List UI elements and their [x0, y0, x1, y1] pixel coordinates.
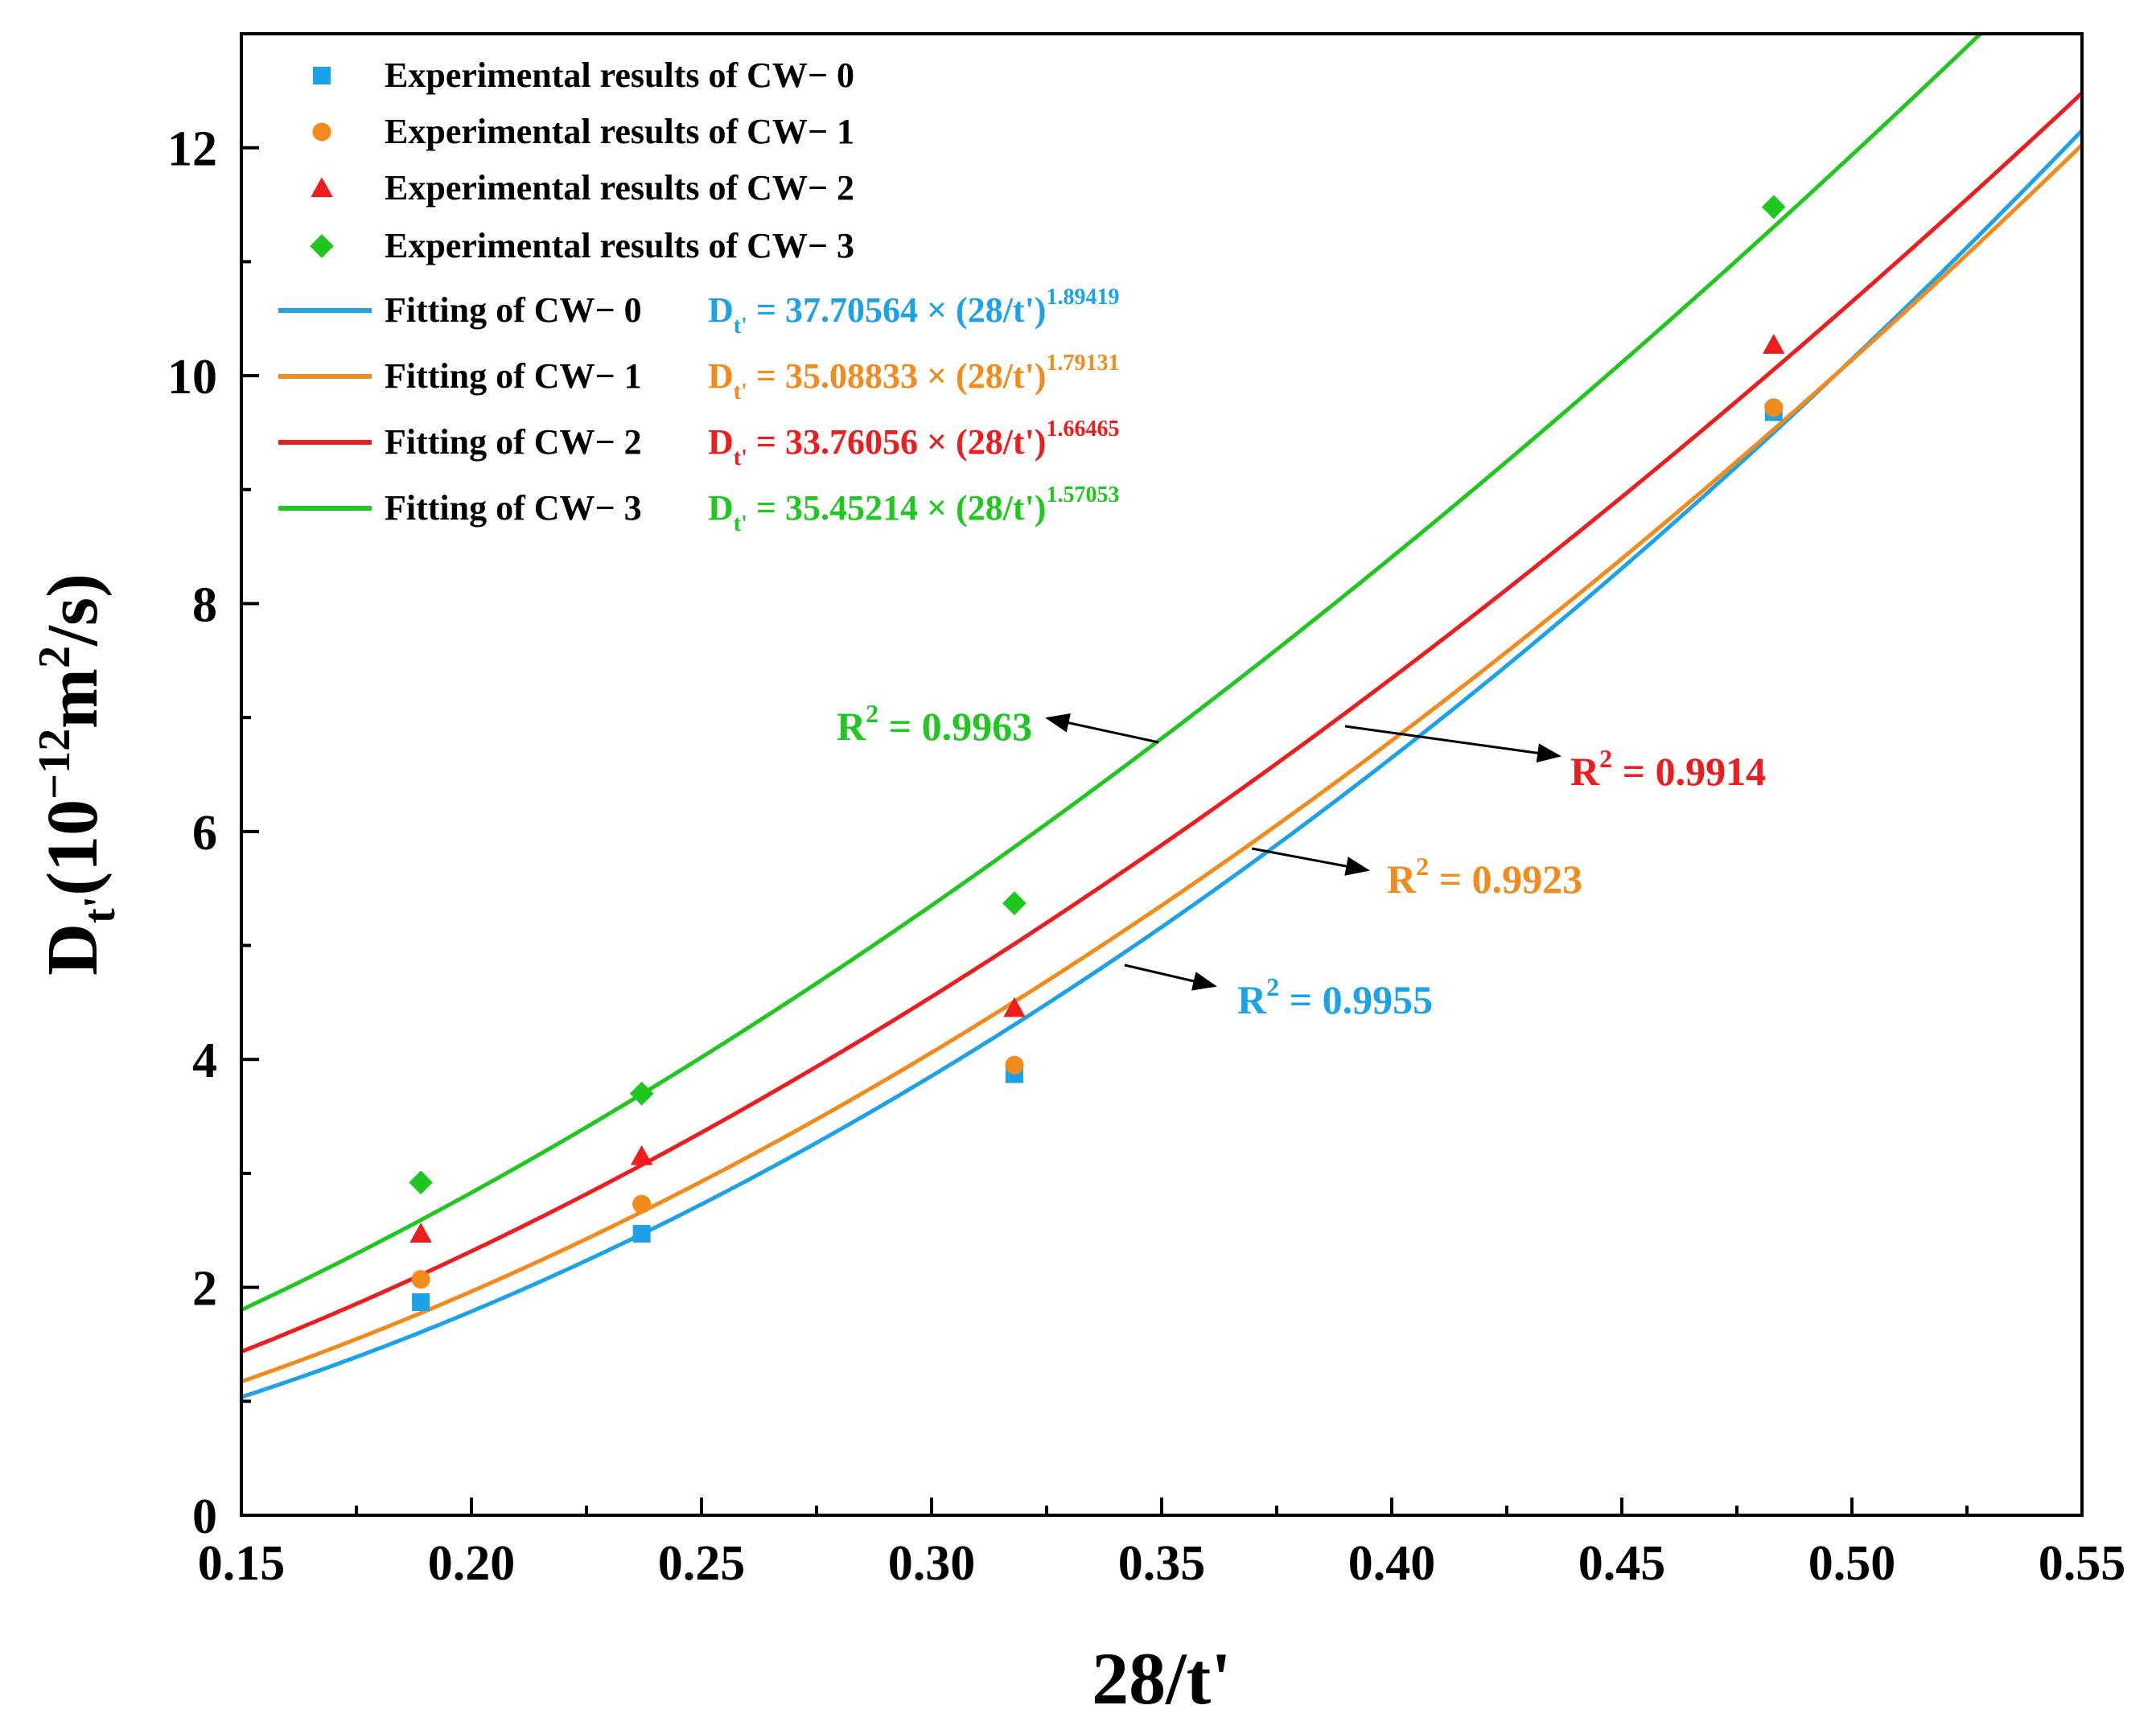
legend-equation-cw2: Dt' = 33.76056 × (28/t')1.66465 [708, 417, 1119, 470]
r2-label-cw0: R2 = 0.9955 [1237, 972, 1433, 1022]
x-tick-label: 0.20 [428, 1536, 516, 1591]
x-tick-label: 0.30 [888, 1536, 976, 1591]
legend: Experimental results of CW− 0 Experimenta… [278, 55, 1119, 536]
r2-arrow-cw3 [1045, 713, 1159, 744]
legend-label-cw3: Experimental results of CW− 3 [385, 226, 854, 265]
data-point-cw3 [1761, 195, 1786, 220]
data-point-cw2 [1763, 334, 1785, 354]
x-tick-label: 0.25 [658, 1536, 746, 1591]
legend-marker-cw2 [311, 177, 333, 197]
r2-label-cw2: R2 = 0.9914 [1570, 744, 1766, 794]
data-markers [409, 195, 1786, 1312]
x-tick-label: 0.50 [1808, 1536, 1896, 1591]
legend-fit-label-cw0: Fitting of CW− 0 [385, 290, 642, 330]
data-point-cw0 [632, 1225, 651, 1243]
axes: 0.15 0.20 0.25 0.30 0.35 0.40 0.45 0.50 0.55 0 2 4 6… [30, 32, 2126, 1720]
data-point-cw2 [1003, 996, 1026, 1017]
x-tick-label: 0.35 [1118, 1536, 1206, 1591]
r2-label-cw3: R2 = 0.9963 [837, 699, 1032, 749]
data-point-cw2 [409, 1222, 432, 1243]
data-point-cw3 [409, 1170, 433, 1195]
fit-curve-cw2 [241, 91, 2082, 1354]
r2-label-cw1: R2 = 0.9923 [1387, 852, 1582, 902]
legend-fit-label-cw2: Fitting of CW− 2 [385, 422, 642, 462]
data-point-cw1 [1764, 398, 1784, 417]
x-tick-label: 0.45 [1578, 1536, 1666, 1591]
legend-marker-cw0 [313, 67, 331, 84]
y-tick-label: 0 [192, 1490, 217, 1544]
legend-equation-cw3: Dt' = 35.45214 × (28/t')1.57053 [708, 483, 1119, 536]
r2-annotations: R2 = 0.9955 R2 = 0.9923 R2 = 0.9914 R2 = 0.… [837, 699, 1766, 1022]
legend-marker-cw3 [310, 234, 334, 258]
r2-arrow-cw1 [1251, 847, 1370, 876]
legend-marker-cw1 [312, 122, 331, 142]
legend-fit-label-cw3: Fitting of CW− 3 [385, 488, 642, 528]
fit-curve-cw1 [241, 143, 2082, 1384]
x-tick-label: 0.15 [198, 1536, 286, 1591]
y-axis-label: Dt'(10−12m2/s) [30, 573, 125, 976]
x-tick-label: 0.40 [1348, 1536, 1436, 1591]
x-axis-label: 28/t' [1092, 1637, 1232, 1720]
y-tick-label: 4 [192, 1033, 217, 1088]
y-tick-label: 2 [192, 1262, 217, 1317]
data-point-cw1 [632, 1194, 652, 1214]
data-point-cw3 [1002, 891, 1027, 915]
legend-label-cw0: Experimental results of CW− 0 [385, 55, 854, 95]
r2-arrow-cw0 [1124, 964, 1217, 991]
data-point-cw1 [1005, 1055, 1024, 1075]
legend-label-cw2: Experimental results of CW− 2 [385, 168, 854, 208]
legend-equation-cw1: Dt' = 35.08833 × (28/t')1.79131 [708, 351, 1119, 405]
data-point-cw0 [412, 1293, 430, 1312]
legend-equation-cw0: Dt' = 37.70564 × (28/t')1.89419 [708, 285, 1119, 339]
y-tick-label: 8 [192, 577, 217, 632]
data-point-cw1 [411, 1270, 430, 1289]
fit-curve-cw3 [241, 34, 1984, 1312]
legend-fit-label-cw1: Fitting of CW− 1 [385, 356, 642, 396]
x-tick-label: 0.55 [2039, 1536, 2126, 1591]
fit-curves [241, 34, 2082, 1399]
data-point-cw3 [629, 1081, 654, 1106]
y-tick-label: 12 [167, 122, 217, 177]
r2-arrow-cw2 [1344, 725, 1561, 763]
fit-curve-cw0 [241, 129, 2082, 1399]
data-point-cw2 [630, 1144, 653, 1165]
y-tick-label: 10 [167, 350, 217, 405]
legend-label-cw1: Experimental results of CW− 1 [385, 112, 854, 151]
y-tick-label: 6 [192, 806, 217, 861]
